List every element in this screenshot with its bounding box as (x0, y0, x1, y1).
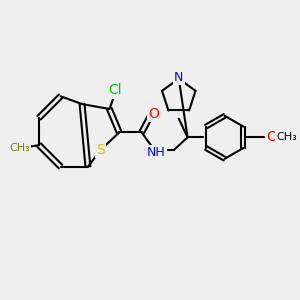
Text: S: S (96, 143, 105, 157)
Text: NH: NH (147, 146, 166, 159)
Text: CH₃: CH₃ (9, 143, 30, 153)
Text: Cl: Cl (109, 83, 122, 98)
Text: N: N (174, 71, 184, 84)
Text: CH₃: CH₃ (277, 132, 297, 142)
Text: O: O (266, 130, 277, 144)
Text: O: O (148, 107, 159, 121)
